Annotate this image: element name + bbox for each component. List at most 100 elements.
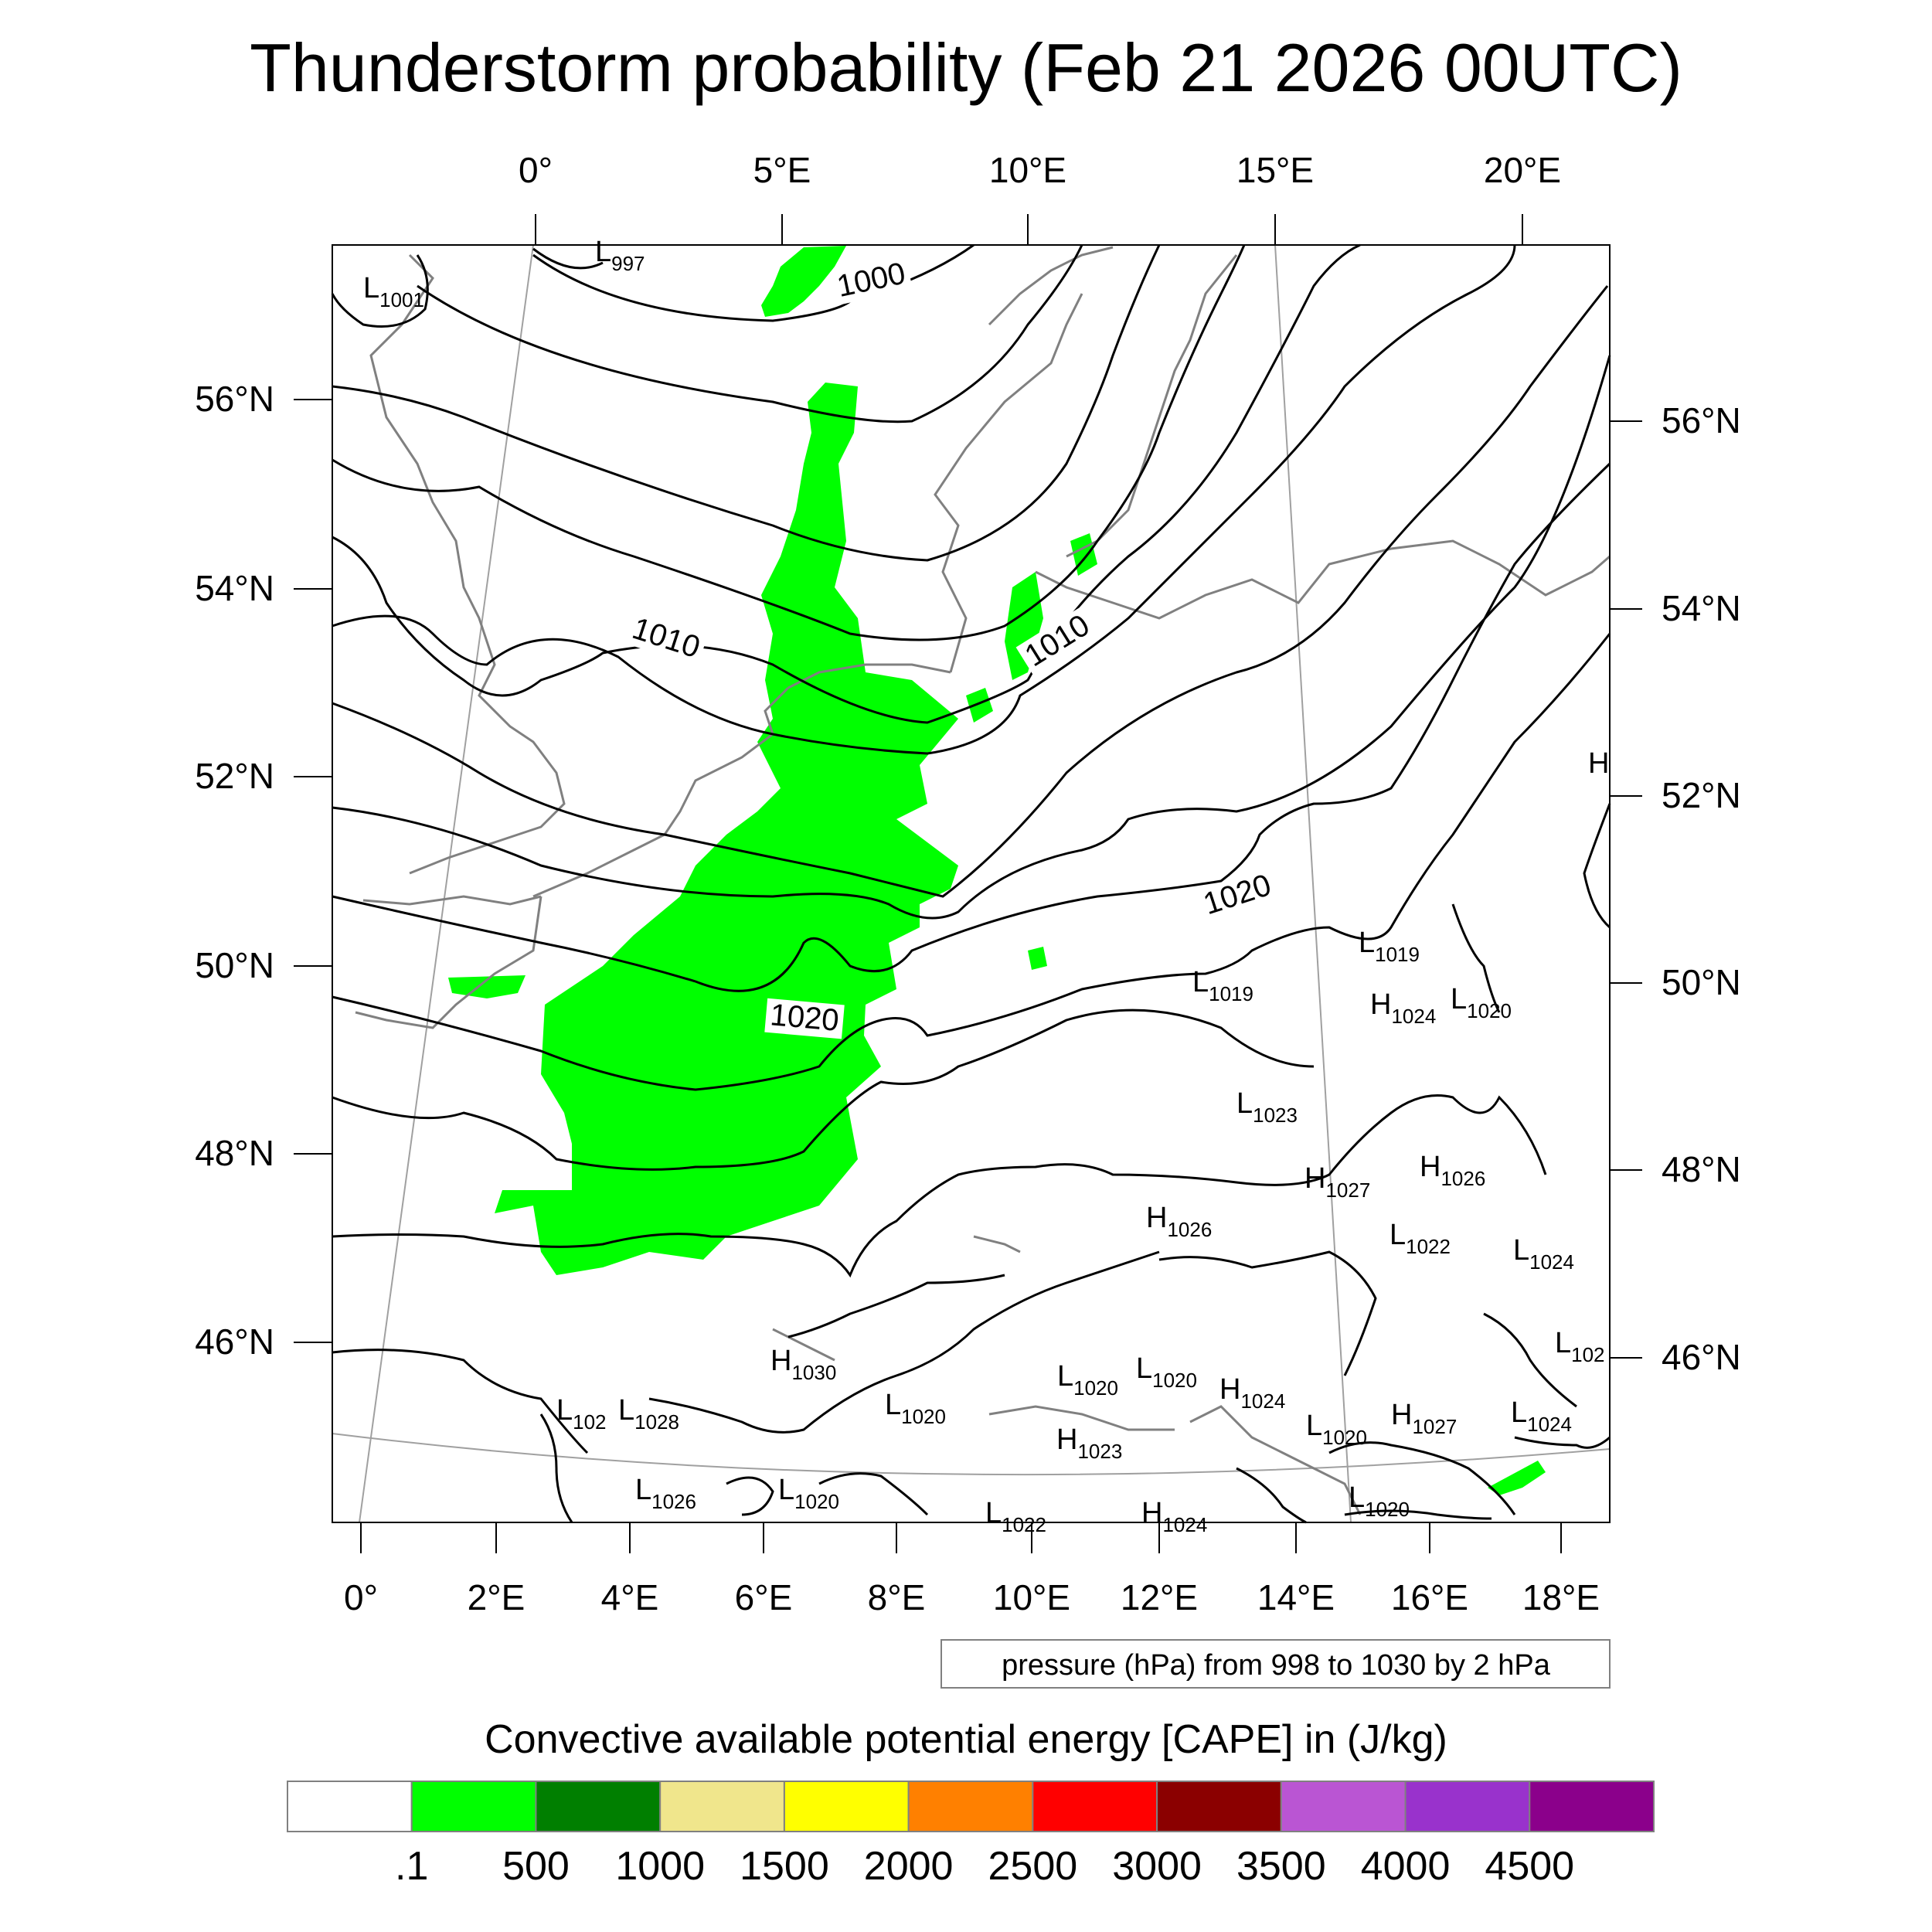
isobar-21 — [1451, 903, 1501, 1013]
isobar-label-5: 1020 — [764, 998, 845, 1039]
bottom-lon-label-4e: 4°E — [601, 1577, 659, 1617]
isobar-24 — [818, 1472, 929, 1516]
isobar-5 — [332, 244, 1161, 562]
colorbar-label: 2000 — [864, 1844, 954, 1889]
contour-note-text: pressure (hPa) from 998 to 1030 by 2 hPa — [1002, 1649, 1551, 1682]
bottom-lon-axis: 0° 2°E 4°E 6°E 8°E 10°E 12°E 14°E 16°E 1… — [344, 1522, 1600, 1617]
top-lon-label-15e: 15°E — [1236, 150, 1314, 190]
map-frame — [332, 244, 1611, 1523]
left-lat-axis: 56°N 54°N 52°N 50°N 48°N 46°N — [195, 379, 332, 1362]
colorbar-box — [1404, 1781, 1531, 1832]
pressure-center-label: H — [1588, 747, 1609, 780]
isobar-4 — [417, 244, 1083, 423]
pressure-center-label: L1020 — [1136, 1352, 1197, 1392]
isobar-label-5-text: 1020 — [769, 998, 840, 1038]
colorbar-label: .1 — [395, 1844, 428, 1889]
bottom-lon-label-10e: 10°E — [993, 1577, 1070, 1617]
pressure-center-label: L102 — [1555, 1327, 1605, 1366]
isobar-6 — [332, 244, 1246, 641]
colorbar-label: 1500 — [740, 1844, 829, 1889]
isobar-9 — [332, 285, 1609, 898]
right-lat-label-50n: 50°N — [1662, 962, 1741, 1002]
left-lat-label-46n: 46°N — [195, 1321, 274, 1362]
pressure-center-label: L1001 — [363, 272, 424, 311]
colorbar-box — [287, 1781, 413, 1832]
coast-low-countries — [532, 686, 790, 898]
top-lon-label-20e: 20°E — [1484, 150, 1561, 190]
bottom-lon-label-16e: 16°E — [1391, 1577, 1468, 1617]
left-lat-label-56n: 56°N — [195, 379, 274, 419]
pressure-center-label: L102 — [556, 1394, 607, 1434]
pressure-center-label: H1024 — [1370, 988, 1436, 1028]
contour-note-frame — [940, 1639, 1611, 1689]
cape-shading — [448, 246, 1546, 1495]
isobar-26 — [539, 1413, 573, 1523]
pressure-center-label: L1028 — [618, 1394, 679, 1434]
right-lat-axis: 56°N 54°N 52°N 50°N 48°N 46°N — [1610, 400, 1741, 1377]
top-lon-label-0: 0° — [519, 150, 553, 190]
coast-denmark — [934, 293, 1083, 673]
bottom-lon-label-8e: 8°E — [868, 1577, 926, 1617]
pressure-center-label: H1027 — [1304, 1162, 1370, 1202]
cape-small-patch-2 — [966, 688, 993, 723]
pressure-center-label: H1023 — [1056, 1423, 1122, 1463]
coast-uk-east — [369, 253, 566, 875]
coast-germany — [787, 663, 951, 689]
colorbar-label: 3000 — [1112, 1844, 1202, 1889]
right-lat-label-56n: 56°N — [1662, 400, 1741, 440]
chart-title: Thunderstorm probability (Feb 21 2026 00… — [250, 29, 1682, 106]
cape-main-region — [495, 383, 958, 1275]
isobar-15 — [332, 1349, 589, 1454]
cape-se-patch — [1488, 1461, 1546, 1495]
pressure-center-label: L1024 — [1513, 1234, 1574, 1274]
pressure-center-label: L1023 — [1236, 1087, 1298, 1127]
cape-channel-patch — [448, 975, 526, 998]
map-area: 1000 1010 1010 1020 1020 L997L1001L1019L… — [331, 236, 1611, 1536]
isobar-1 — [532, 247, 604, 270]
coast-france — [355, 896, 543, 1029]
pressure-center-label: L1020 — [778, 1474, 839, 1513]
left-lat-label-54n: 54°N — [195, 568, 274, 608]
coast-alps-lake — [973, 1235, 1021, 1253]
colorbar-box — [1529, 1781, 1655, 1832]
colorbar-label: 3500 — [1236, 1844, 1326, 1889]
left-lat-label-50n: 50°N — [195, 945, 274, 985]
top-lon-label-10e: 10°E — [989, 150, 1066, 190]
isobars — [331, 243, 1611, 1524]
coast-ligurian — [772, 1328, 835, 1362]
colorbar-box — [1156, 1781, 1282, 1832]
colorbar-labels: .1 500 1000 1500 2000 2500 3000 3500 4000 4500 — [395, 1844, 1574, 1889]
left-lat-label-48n: 48°N — [195, 1133, 274, 1173]
pressure-center-label: L1019 — [1359, 927, 1420, 966]
pressure-center-label: H1024 — [1141, 1497, 1207, 1536]
contour-note-box: pressure (hPa) from 998 to 1030 by 2 hPa — [940, 1639, 1611, 1689]
top-lon-label-5e: 5°E — [753, 150, 811, 190]
isobar-8 — [332, 244, 1516, 755]
coast-sweden — [1066, 254, 1238, 558]
pressure-center-label: L1020 — [885, 1389, 946, 1428]
coast-baltic-south — [1035, 539, 1611, 620]
colorbar-box — [783, 1781, 910, 1832]
isobar-14 — [332, 1094, 1547, 1278]
right-lat-label-54n: 54°N — [1662, 588, 1741, 628]
colorbar-box — [535, 1781, 662, 1832]
isobar-22 — [1514, 1436, 1611, 1449]
pressure-center-label: L1020 — [1451, 983, 1512, 1022]
colorbar-title: Convective available potential energy [C… — [485, 1717, 1447, 1762]
pressure-center-label: L1020 — [1306, 1410, 1367, 1449]
coast-norway — [988, 246, 1114, 326]
colorbar-boxes — [287, 1781, 1655, 1832]
colorbar-box — [410, 1781, 537, 1832]
graticule-meridian-0 — [359, 244, 534, 1523]
pressure-center-label: L1026 — [635, 1474, 696, 1513]
colorbar-label: 4000 — [1361, 1844, 1451, 1889]
pressure-center-label: L1020 — [1349, 1481, 1410, 1521]
pressure-center-label: L1020 — [1057, 1360, 1118, 1400]
colorbar-box — [1280, 1781, 1406, 1832]
right-lat-label-46n: 46°N — [1662, 1337, 1741, 1377]
colorbar-box — [659, 1781, 785, 1832]
pressure-center-label: L1022 — [985, 1497, 1046, 1536]
bottom-lon-label-0: 0° — [344, 1577, 378, 1617]
top-lon-axis: 0° 5°E 10°E 15°E 20°E — [519, 150, 1561, 245]
